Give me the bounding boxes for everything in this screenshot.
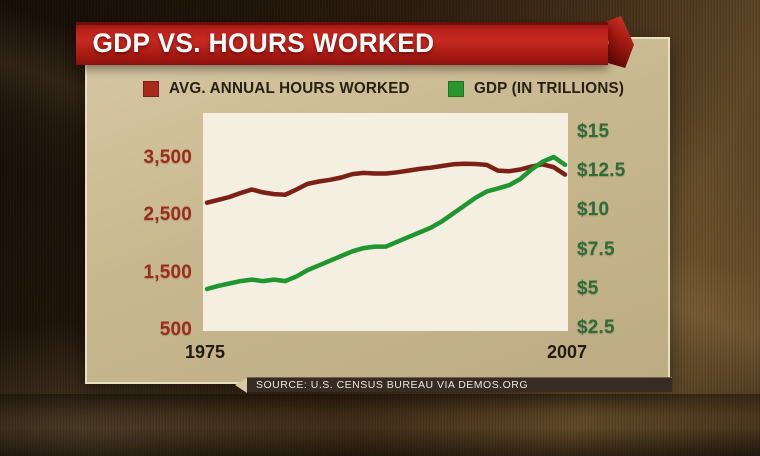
page-title: GDP VS. HOURS WORKED <box>92 28 435 58</box>
hours-legend-swatch <box>143 81 159 97</box>
plot-area <box>203 113 568 331</box>
gdp-legend-label: GDP (IN TRILLIONS) <box>474 80 625 97</box>
floor-shade <box>0 394 760 456</box>
gdp-line <box>204 154 568 292</box>
left-axis-tick: 3,500 <box>143 147 192 168</box>
x-axis-label-1975: 1975 <box>184 342 226 362</box>
gdp-legend-swatch <box>448 81 465 97</box>
x-axis-label-2007: 2007 <box>546 342 588 362</box>
left-axis-tick: 1,500 <box>143 261 192 283</box>
left-axis-tick: 2,500 <box>143 204 192 226</box>
legend: AVG. ANNUAL HOURS WORKED GDP (IN TRILLIO… <box>143 80 632 98</box>
right-axis-tick: $7.5 <box>577 238 615 260</box>
right-axis-tick: $2.5 <box>577 317 615 339</box>
right-axis-tick: $15 <box>577 120 610 142</box>
series-svg <box>204 154 568 292</box>
left-axis-tick: 500 <box>159 319 192 340</box>
right-axis-tick: $10 <box>577 199 610 221</box>
source-bar: SOURCE: U.S. CENSUS BUREAU VIA DEMOS.ORG <box>235 377 672 393</box>
source-text: SOURCE: U.S. CENSUS BUREAU VIA DEMOS.ORG <box>256 379 529 391</box>
title-banner: GDP VS. HOURS WORKED <box>76 22 608 65</box>
right-axis-tick: $5 <box>577 278 599 299</box>
hours-legend-label: AVG. ANNUAL HOURS WORKED <box>169 80 410 97</box>
right-axis-tick: $12.5 <box>577 160 626 182</box>
hours-line <box>204 161 568 205</box>
